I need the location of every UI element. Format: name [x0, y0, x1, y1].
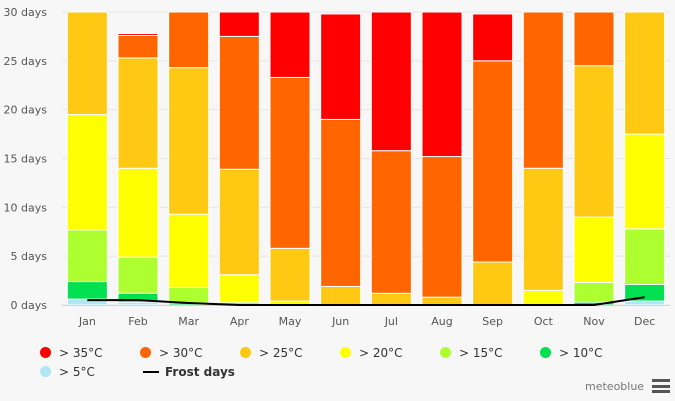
- y-tick-label: 15 days: [4, 153, 48, 166]
- bar-segment[interactable]: [472, 261, 514, 306]
- bar-segment[interactable]: [66, 11, 108, 116]
- legend-label: Frost days: [165, 364, 235, 379]
- y-tick-label: 30 days: [4, 6, 48, 19]
- legend-item-35[interactable]: > 35°C: [40, 346, 140, 360]
- frost-days-path: [87, 296, 645, 306]
- bar-segment[interactable]: [421, 296, 463, 306]
- x-tick-label: Dec: [634, 315, 655, 328]
- x-tick-label: Aug: [431, 315, 452, 328]
- y-tick-label: 10 days: [4, 201, 48, 214]
- bar-segment[interactable]: [168, 11, 210, 69]
- x-tick-label: Sep: [482, 315, 503, 328]
- legend-label: > 30°C: [159, 345, 203, 360]
- bar-segment[interactable]: [472, 13, 514, 62]
- bar-segment[interactable]: [522, 11, 564, 169]
- line-icon: [143, 370, 159, 373]
- bar-segment[interactable]: [522, 289, 564, 306]
- y-tick-label: 5 days: [11, 250, 48, 263]
- bar-segment[interactable]: [522, 167, 564, 291]
- bar-segment[interactable]: [218, 274, 260, 303]
- circle-icon: [540, 347, 551, 358]
- bar-segment[interactable]: [472, 60, 514, 263]
- x-tick-label: Feb: [128, 315, 147, 328]
- bar-segment[interactable]: [66, 281, 108, 300]
- circle-icon: [440, 347, 451, 358]
- bar-segment[interactable]: [66, 114, 108, 231]
- legend: > 35°C > 30°C > 25°C > 20°C > 15°C > 10°…: [40, 343, 640, 381]
- bar-segment[interactable]: [320, 118, 362, 287]
- bar-segment[interactable]: [573, 216, 615, 284]
- legend-item-10[interactable]: > 10°C: [540, 346, 640, 360]
- credit-text[interactable]: meteoblue: [585, 380, 645, 393]
- grid-lines: [62, 11, 670, 306]
- bar-segment[interactable]: [370, 11, 412, 152]
- bar-segment[interactable]: [269, 11, 311, 78]
- circle-icon: [40, 366, 51, 377]
- y-tick-label: 25 days: [4, 55, 48, 68]
- bars: [66, 11, 666, 306]
- x-tick-label: Jun: [331, 315, 349, 328]
- bar-segment[interactable]: [573, 65, 615, 218]
- y-axis-labels: 0 days 5 days 10 days 15 days 20 days 25 days…: [4, 6, 48, 312]
- legend-item-frost[interactable]: Frost days: [143, 365, 283, 379]
- legend-row-1: > 35°C > 30°C > 25°C > 20°C > 15°C > 10°…: [40, 343, 640, 362]
- bar-segment[interactable]: [573, 11, 615, 67]
- bar-segment[interactable]: [117, 32, 159, 36]
- frost-days-line: [87, 296, 645, 306]
- x-tick-label: Oct: [534, 315, 554, 328]
- legend-item-20[interactable]: > 20°C: [340, 346, 440, 360]
- x-tick-label: May: [279, 315, 302, 328]
- x-tick-label: Jul: [384, 315, 398, 328]
- bar-segment[interactable]: [624, 300, 666, 306]
- bar-segment[interactable]: [218, 35, 260, 170]
- legend-label: > 35°C: [59, 345, 103, 360]
- legend-item-5[interactable]: > 5°C: [40, 365, 143, 379]
- legend-label: > 15°C: [459, 345, 503, 360]
- legend-item-30[interactable]: > 30°C: [140, 346, 240, 360]
- legend-label: > 20°C: [359, 345, 403, 360]
- bar-segment[interactable]: [269, 247, 311, 302]
- bar-segment[interactable]: [624, 11, 666, 135]
- x-tick-label: Apr: [230, 315, 250, 328]
- circle-icon: [340, 347, 351, 358]
- bar-segment[interactable]: [421, 11, 463, 158]
- bar-segment[interactable]: [269, 76, 311, 249]
- bar-segment[interactable]: [320, 13, 362, 120]
- x-tick-label: Mar: [178, 315, 199, 328]
- bar-segment[interactable]: [624, 133, 666, 230]
- bar-segment[interactable]: [168, 67, 210, 215]
- bar-segment[interactable]: [370, 150, 412, 294]
- bar-segment[interactable]: [168, 286, 210, 304]
- legend-item-15[interactable]: > 15°C: [440, 346, 540, 360]
- legend-label: > 5°C: [59, 364, 95, 379]
- bar-segment[interactable]: [573, 282, 615, 303]
- bar-segment[interactable]: [117, 167, 159, 258]
- bar-segment[interactable]: [624, 228, 666, 285]
- bar-segment[interactable]: [117, 57, 159, 169]
- y-tick-label: 0 days: [11, 299, 48, 312]
- bar-segment[interactable]: [66, 229, 108, 283]
- circle-icon: [40, 347, 51, 358]
- bar-segment[interactable]: [370, 292, 412, 306]
- circle-icon: [240, 347, 251, 358]
- bar-segment[interactable]: [117, 34, 159, 59]
- y-tick-label: 20 days: [4, 104, 48, 117]
- bar-segment[interactable]: [320, 285, 362, 306]
- legend-label: > 10°C: [559, 345, 603, 360]
- hamburger-menu-icon[interactable]: [652, 379, 670, 393]
- bar-segment[interactable]: [421, 156, 463, 298]
- legend-label: > 25°C: [259, 345, 303, 360]
- x-tick-label: Jan: [78, 315, 96, 328]
- circle-icon: [140, 347, 151, 358]
- bar-segment[interactable]: [117, 256, 159, 294]
- legend-item-25[interactable]: > 25°C: [240, 346, 340, 360]
- x-axis: Jan Feb Mar Apr May Jun Jul Aug Sep Oct Nov Dec: [62, 305, 670, 328]
- bar-segment[interactable]: [218, 168, 260, 276]
- bar-segment[interactable]: [168, 213, 210, 288]
- legend-row-2: > 5°C Frost days: [40, 362, 640, 381]
- bar-segment[interactable]: [218, 11, 260, 37]
- temperature-days-chart: 0 days 5 days 10 days 15 days 20 days 25 days…: [4, 6, 670, 328]
- x-tick-label: Nov: [583, 315, 605, 328]
